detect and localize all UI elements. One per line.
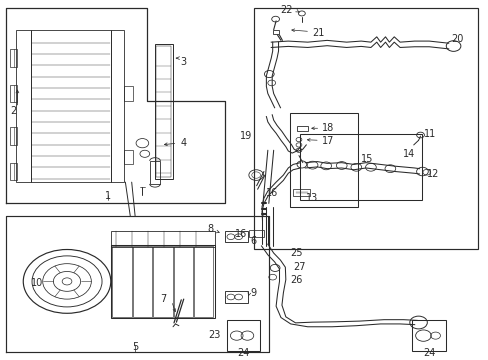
Bar xyxy=(173,246,193,317)
Text: 15: 15 xyxy=(361,154,373,164)
Bar xyxy=(226,320,259,351)
Bar xyxy=(254,9,477,249)
Bar xyxy=(296,126,307,131)
Text: 4: 4 xyxy=(180,138,186,148)
Text: 27: 27 xyxy=(292,262,305,272)
Text: 10: 10 xyxy=(30,278,43,288)
Text: 8: 8 xyxy=(207,224,213,234)
Bar xyxy=(292,189,309,195)
Text: 14: 14 xyxy=(402,149,414,159)
Text: 19: 19 xyxy=(239,131,251,141)
Text: 12: 12 xyxy=(426,169,438,179)
Text: 17: 17 xyxy=(322,136,334,147)
Bar xyxy=(124,86,133,101)
Text: 21: 21 xyxy=(312,28,325,38)
Bar xyxy=(272,30,278,34)
Bar xyxy=(10,127,17,145)
Bar xyxy=(149,161,160,184)
Bar xyxy=(132,246,152,317)
Bar xyxy=(124,150,133,165)
Text: 18: 18 xyxy=(322,123,334,133)
Bar xyxy=(289,113,357,207)
Text: 7: 7 xyxy=(160,294,166,304)
Bar xyxy=(112,246,131,317)
Bar xyxy=(30,30,111,182)
Bar xyxy=(300,134,421,200)
Text: 9: 9 xyxy=(250,288,256,298)
Text: 2: 2 xyxy=(10,106,17,116)
Text: 24: 24 xyxy=(422,348,434,358)
Bar xyxy=(411,320,446,351)
Bar xyxy=(224,231,248,242)
Bar xyxy=(10,163,17,180)
Text: 26: 26 xyxy=(290,275,303,285)
Text: 16: 16 xyxy=(235,229,247,239)
Text: 16: 16 xyxy=(266,188,278,198)
Bar xyxy=(153,246,172,317)
Bar xyxy=(111,231,215,247)
Text: 3: 3 xyxy=(180,57,186,67)
Text: 22: 22 xyxy=(280,5,292,15)
Text: 11: 11 xyxy=(424,129,436,139)
Bar xyxy=(10,49,17,67)
Bar xyxy=(16,30,30,182)
Text: 13: 13 xyxy=(305,193,318,203)
Bar xyxy=(194,246,213,317)
Text: 23: 23 xyxy=(207,330,220,340)
Bar xyxy=(111,245,215,318)
Text: 1: 1 xyxy=(105,191,111,201)
Bar xyxy=(111,30,124,182)
Bar xyxy=(156,46,171,177)
Bar xyxy=(10,85,17,102)
Text: 5: 5 xyxy=(132,342,138,352)
Text: 25: 25 xyxy=(290,248,303,258)
Bar xyxy=(224,291,248,303)
Bar xyxy=(154,44,173,179)
Text: 20: 20 xyxy=(450,33,463,44)
Bar xyxy=(249,230,264,237)
Text: 24: 24 xyxy=(236,348,249,358)
Text: 6: 6 xyxy=(250,236,256,246)
